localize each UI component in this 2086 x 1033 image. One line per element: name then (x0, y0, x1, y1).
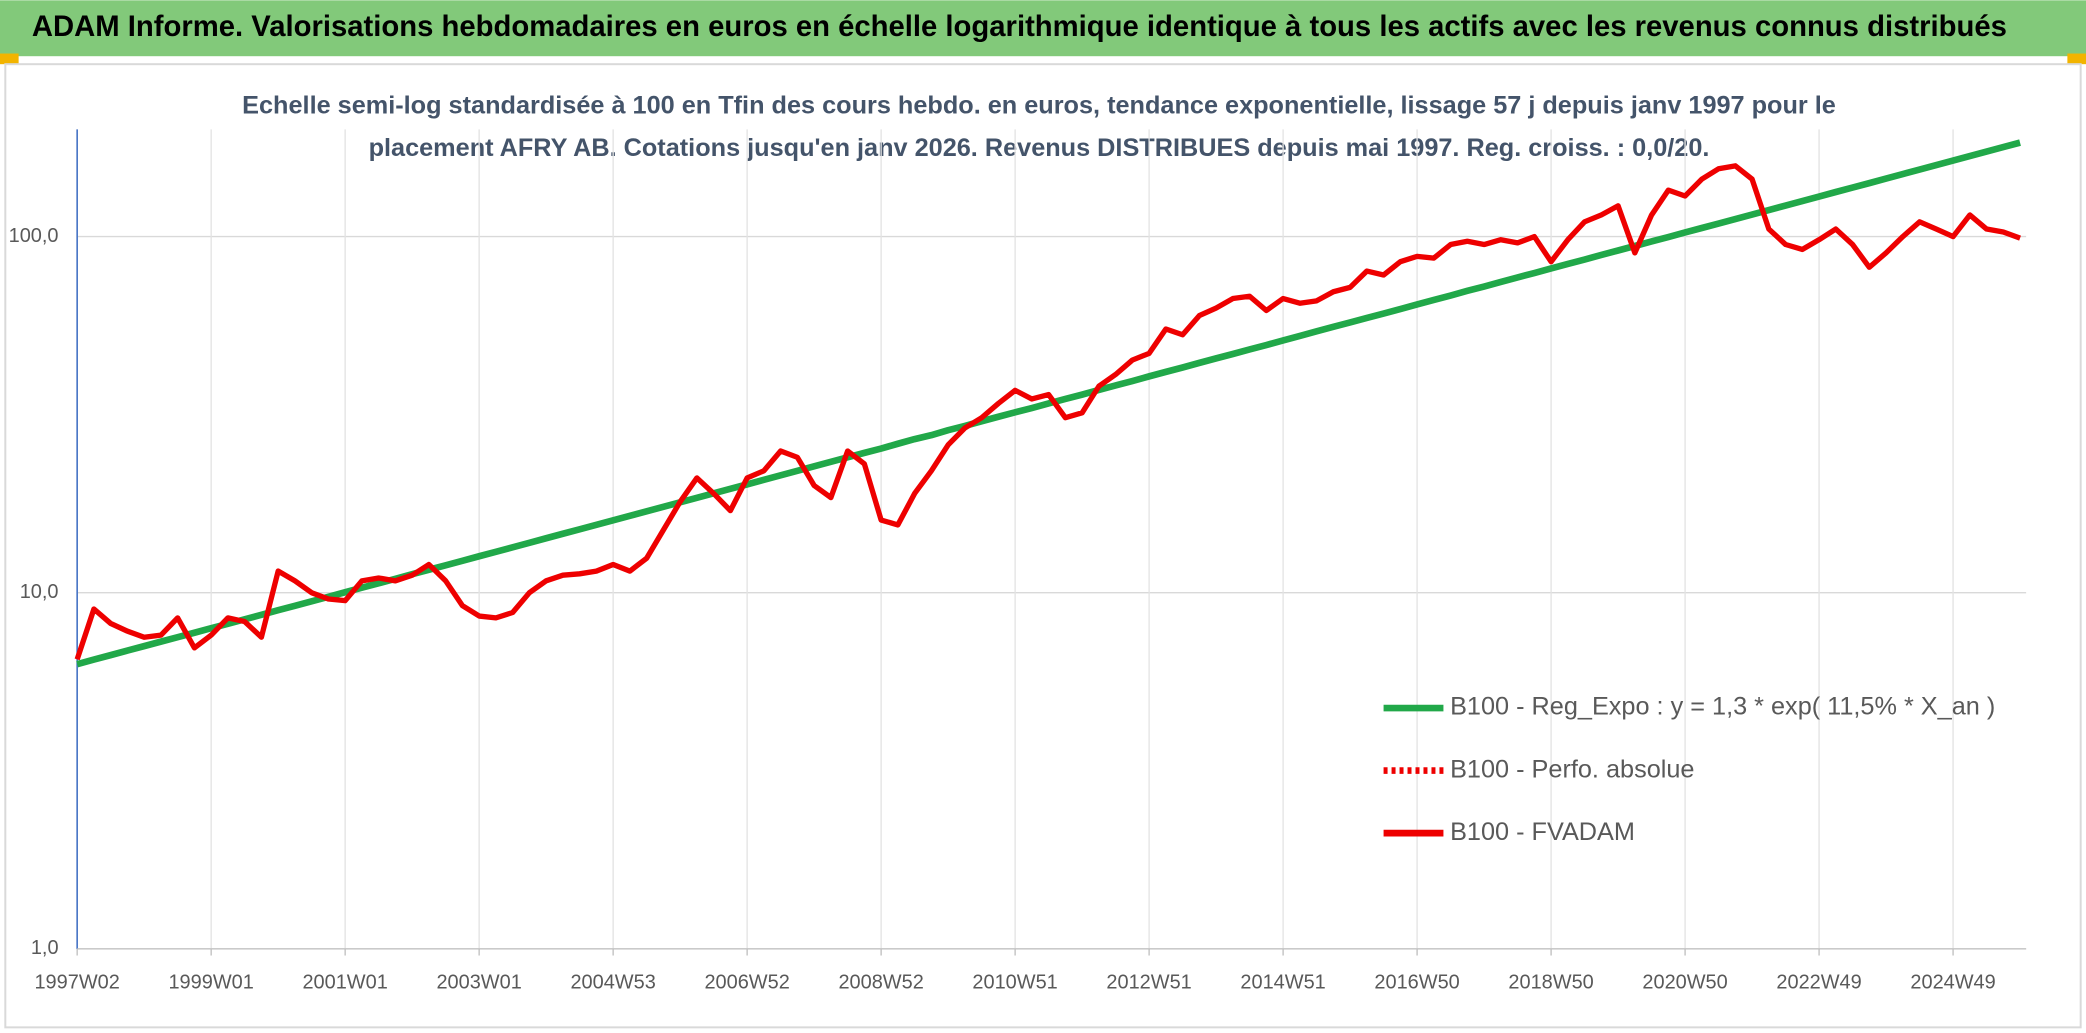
x-tick-label: 2014W51 (1240, 972, 1325, 994)
chart-subtitle: Echelle semi-log standardisée à 100 en T… (242, 91, 1836, 119)
legend-label: B100 - FVADAM (1450, 818, 1635, 846)
y-tick-label: 10,0 (20, 581, 59, 603)
y-tick-label: 1,0 (31, 937, 59, 959)
y-tick-label: 100,0 (9, 225, 59, 247)
x-tick-label: 2003W01 (436, 972, 521, 994)
x-tick-label: 2016W50 (1374, 972, 1459, 994)
x-tick-label: 2012W51 (1106, 972, 1191, 994)
x-tick-label: 2018W50 (1508, 972, 1593, 994)
legend-label: B100 - Perfo. absolue (1450, 755, 1694, 783)
legend-label: B100 - Reg_Expo : y = 1,3 * exp( 11,5% *… (1450, 693, 1995, 721)
x-tick-label: 2010W51 (972, 972, 1057, 994)
series-line (74, 163, 2021, 661)
x-tick-label: 2024W49 (1910, 972, 1995, 994)
x-tick-label: 1997W02 (34, 972, 119, 994)
x-tick-label: 2001W01 (302, 972, 387, 994)
x-tick-label: 2008W52 (838, 972, 923, 994)
corner-mark (2067, 53, 2086, 65)
chart-frame (4, 63, 2082, 1029)
corner-mark (0, 53, 19, 65)
chart-title: ADAM Informe. Valorisations hebdomadaire… (32, 11, 2007, 43)
x-tick-label: 2022W49 (1776, 972, 1861, 994)
x-tick-label: 1999W01 (168, 972, 253, 994)
x-tick-label: 2006W52 (704, 972, 789, 994)
header-bar (0, 0, 2086, 57)
chart-subtitle: placement AFRY AB. Cotations jusqu'en ja… (369, 134, 1710, 162)
x-tick-label: 2020W50 (1642, 972, 1727, 994)
x-tick-label: 2004W53 (570, 972, 655, 994)
